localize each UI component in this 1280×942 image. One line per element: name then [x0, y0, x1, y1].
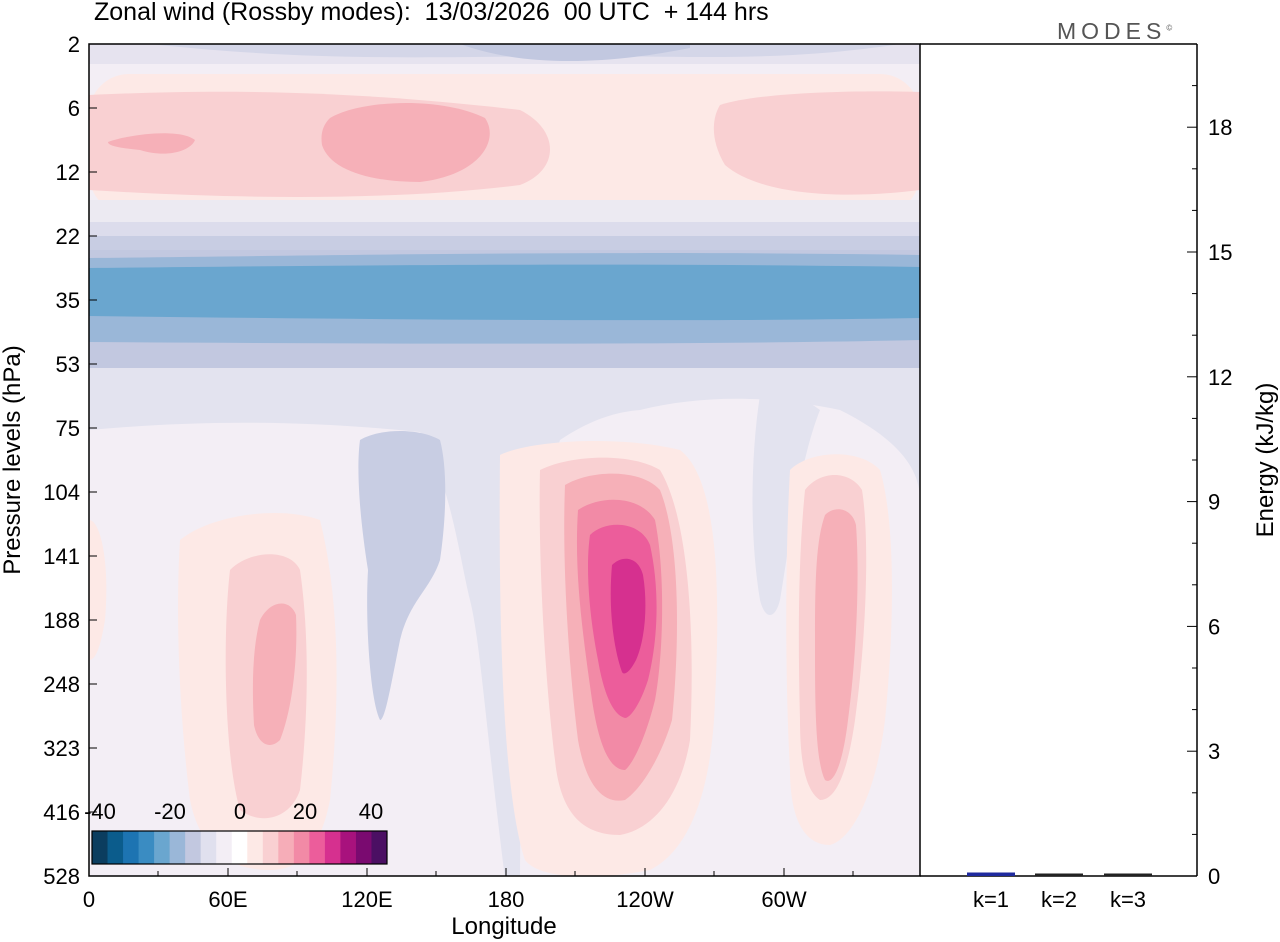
colorbar-segment — [262, 831, 279, 864]
y-tick-label: 2 — [68, 32, 80, 57]
energy-tick-label: 6 — [1208, 614, 1220, 639]
energy-bar-k=3 — [1104, 873, 1152, 876]
energy-panel: 0 3 6 9 12 15 18 k=1 k=2 k=3 Energy (kJ/kg) — [920, 43, 1279, 912]
energy-tick-label: 3 — [1208, 739, 1220, 764]
colorbar-segments — [92, 831, 388, 864]
colorbar-segment — [355, 831, 372, 864]
y-tick-label: 104 — [43, 480, 80, 505]
energy-bar-k=1 — [967, 872, 1015, 876]
energy-tick-label: 9 — [1208, 490, 1220, 515]
colorbar-segment — [92, 831, 109, 864]
y-tick-label: 12 — [56, 160, 80, 185]
x-tick-label: 60E — [208, 887, 247, 912]
x-tick-label: 120E — [341, 887, 392, 912]
colorbar-segment — [138, 831, 155, 864]
colorbar-label-40: 40 — [359, 799, 383, 824]
energy-tick-label: 15 — [1208, 240, 1232, 265]
x-tick-label: 60W — [761, 887, 806, 912]
colorbar-segment — [154, 831, 171, 864]
colorbar-segment — [309, 831, 326, 864]
colorbar-segment — [200, 831, 217, 864]
y-tick-label: 141 — [43, 544, 80, 569]
colorbar-label-minus20: -20 — [154, 799, 186, 824]
y-axis: 2 6 12 22 35 53 75 104 141 188 248 323 416 528 — [43, 32, 97, 889]
x-tick-label: 0 — [83, 887, 95, 912]
energy-tick-label: 0 — [1208, 864, 1220, 889]
energy-bars — [967, 872, 1152, 876]
colorbar-segment — [340, 831, 357, 864]
energy-tick-label: 18 — [1208, 115, 1232, 140]
colorbar-segment — [293, 831, 310, 864]
colorbar-segment — [123, 831, 140, 864]
colorbar-segment — [107, 831, 124, 864]
y-tick-label: 416 — [43, 800, 80, 825]
colorbar-segment — [169, 831, 186, 864]
energy-bar-k=2 — [1035, 873, 1083, 876]
y-axis-title: Pressure levels (hPa) — [0, 345, 26, 574]
colorbar-frame — [91, 830, 388, 865]
colorbar-label-0: 0 — [234, 799, 246, 824]
colorbar-segment — [371, 831, 388, 864]
bar-label-k1: k=1 — [973, 887, 1009, 912]
colorbar-segment — [278, 831, 295, 864]
bar-label-k2: k=2 — [1041, 887, 1077, 912]
colorbar-label-20: 20 — [293, 799, 317, 824]
logo-text: MODES — [1057, 18, 1167, 44]
x-axis-title: Longitude — [451, 913, 556, 940]
y-tick-label: 53 — [56, 352, 80, 377]
colorbar-segment — [185, 831, 202, 864]
y-tick-label: 323 — [43, 736, 80, 761]
colorbar-segment — [216, 831, 233, 864]
y-tick-label: 188 — [43, 608, 80, 633]
colorbar-segment — [247, 831, 264, 864]
energy-tick-label: 12 — [1208, 365, 1232, 390]
x-axis: 0 60E 120E 180 120W 60W — [83, 868, 854, 912]
y-tick-label: 6 — [68, 96, 80, 121]
bar-label-k3: k=3 — [1110, 887, 1146, 912]
y-tick-label: 248 — [43, 672, 80, 697]
modes-logo: MODES© — [1057, 18, 1172, 45]
colorbar-segment — [324, 831, 341, 864]
x-tick-label: 120W — [616, 887, 674, 912]
colorbar-segment — [231, 831, 248, 864]
heatmap-frame — [88, 43, 921, 877]
chart-title: Zonal wind (Rossby modes): 13/03/2026 00… — [94, 0, 769, 26]
energy-axis-title: Energy (kJ/kg) — [1252, 383, 1279, 538]
y-tick-label: 35 — [56, 288, 80, 313]
colorbar: -40 -20 0 20 40 — [84, 799, 388, 865]
y-tick-label: 75 — [56, 416, 80, 441]
y-tick-label: 22 — [56, 224, 80, 249]
logo-mark: © — [1166, 23, 1173, 33]
x-tick-label: 180 — [488, 887, 525, 912]
energy-axis: 0 3 6 9 12 15 18 — [1187, 85, 1232, 889]
y-tick-label: 528 — [43, 864, 80, 889]
heatmap-field — [89, 44, 920, 876]
